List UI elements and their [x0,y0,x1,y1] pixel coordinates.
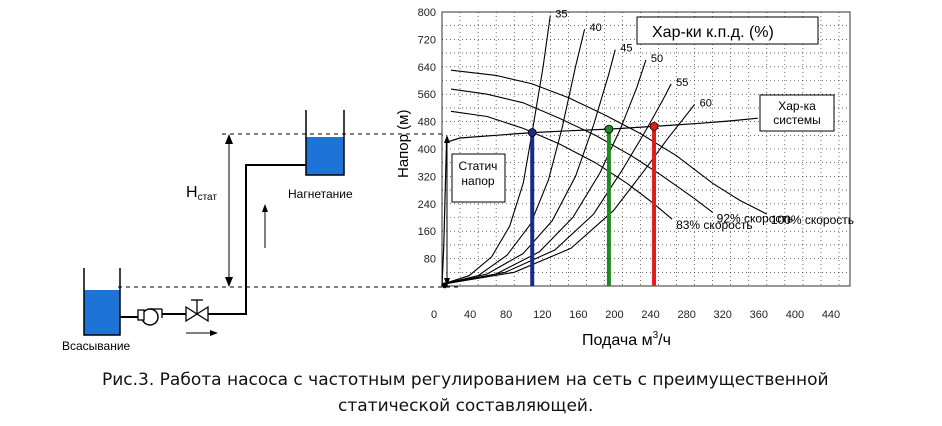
y-tick-label: 240 [418,199,436,211]
flow-arrow-right-icon [210,330,218,336]
efficiency-curve-label: 45 [620,43,632,55]
x-axis-label: Подача м3/ч [582,330,671,349]
y-tick-label: 800 [418,7,436,19]
efficiency-curve [441,49,616,285]
x-tick-label: 240 [641,309,659,321]
x-tick-label: 200 [605,309,623,321]
x-tick-label: 320 [714,309,732,321]
efficiency-curve [441,104,696,285]
efficiency-curve-label: 35 [555,8,567,20]
speed-curve-label: 83% скорость [676,218,753,232]
efficiency-title-box [636,16,819,45]
pipe-discharge [162,164,306,315]
speed-curve [450,110,673,220]
speed-curve-label: 92% скорость [717,211,794,225]
efficiency-curve-label: 60 [700,97,712,109]
speed-curve-label: 100% скорость [771,213,854,227]
system-curve-label-box [759,94,835,132]
y-tick-label: 720 [418,34,436,46]
pump-chart: 0 40 80 120 160 200 240 280 320 360 400 440 80 160 24… [395,7,854,349]
system-curve [441,117,758,287]
operating-point [649,121,659,131]
efficiency-curve [441,59,647,285]
x-tick-label: 400 [786,309,804,321]
h-static-arrow-top-icon [225,134,233,144]
x-tick-label: 360 [750,309,768,321]
x-tick-label: 120 [533,309,551,321]
suction-tank-water [84,290,120,335]
efficiency-curve-label: 50 [651,53,663,65]
pump-icon [137,308,163,326]
h-static-label: Hстат [186,184,217,203]
pump-schematic: Hстат Всасывание Нагнетание [62,110,458,353]
efficiency-curve [441,15,551,285]
efficiency-title: Хар-ки к.п.д. (%) [652,24,774,41]
valve-icon [185,299,209,323]
y-tick-labels: 80 160 240 320 400 480 560 640 720 800 [418,7,436,266]
x-tick-labels: 0 40 80 120 160 200 240 280 320 360 400 440 [431,309,840,321]
y-tick-label: 640 [418,62,436,74]
y-axis-label: Напор (м) [395,110,412,178]
y-tick-label: 400 [418,144,436,156]
figure-caption-line2: статической составляющей. [338,396,594,416]
x-tick-label: 40 [464,309,476,321]
static-head-box [451,153,506,203]
system-curve-group [441,117,758,287]
efficiency-curve-label: 40 [590,22,602,34]
operating-point [604,124,614,134]
y-tick-label: 160 [418,226,436,238]
discharge-label: Нагнетание [288,187,353,201]
y-tick-label: 480 [418,117,436,129]
discharge-tank [305,110,345,176]
x-tick-label: 80 [500,309,512,321]
x-tick-label: 440 [822,309,840,321]
suction-label: Всасывание [62,339,131,353]
x-tick-label: 0 [431,309,437,321]
flow-arrow-up-icon [262,204,268,212]
static-head-arrow-top-icon [444,135,450,143]
operating-point [527,128,537,137]
y-tick-label: 80 [424,254,436,266]
x-tick-label: 280 [677,309,695,321]
efficiency-curve [441,28,586,285]
efficiency-curves: 35 40 45 50 55 60 [441,8,712,285]
static-head-label: Статич напор [459,159,498,188]
speed-curve [450,88,714,213]
y-tick-label: 320 [418,171,436,183]
discharge-tank-water [306,137,344,175]
speed-curve [450,69,768,215]
h-static-arrow-bottom-icon [225,277,233,287]
efficiency-curve-label: 55 [676,77,688,89]
static-head-arrow-bottom-icon [444,278,450,286]
suction-tank [83,268,121,336]
system-curve-label: Хар-ка системы [773,99,821,127]
operating-lines [441,121,659,289]
y-tick-label: 560 [418,89,436,101]
figure-caption-line1: Рис.3. Работа насоса с частотным регулир… [102,370,829,390]
x-tick-label: 160 [569,309,587,321]
